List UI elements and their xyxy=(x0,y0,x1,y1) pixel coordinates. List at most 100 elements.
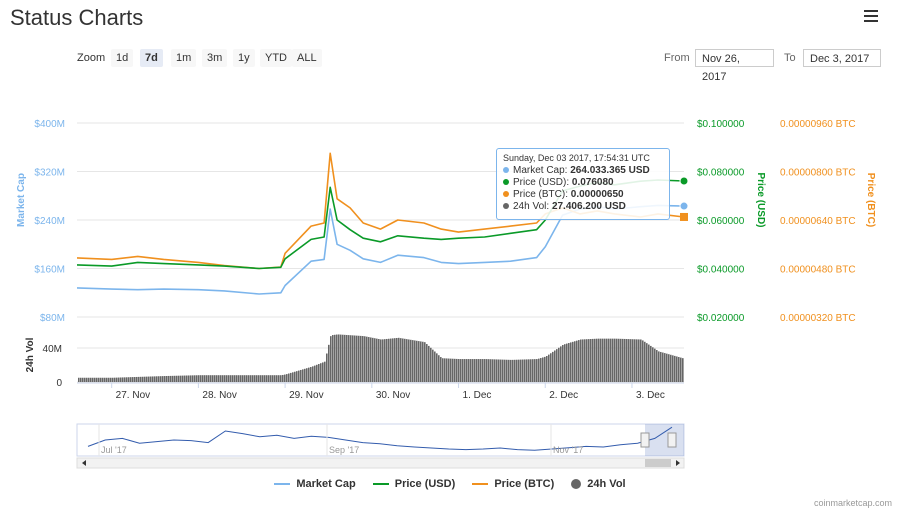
navigator-handle[interactable] xyxy=(667,432,677,448)
volume-column xyxy=(486,359,488,382)
scrollbar-thumb[interactable] xyxy=(645,459,671,467)
volume-column xyxy=(556,349,558,382)
volume-column xyxy=(428,345,430,382)
volume-column xyxy=(232,375,234,382)
zoom-7d-button[interactable]: 7d xyxy=(140,49,163,67)
market-cap-tick-label: $160M xyxy=(34,265,65,276)
legend-item-market-cap[interactable]: Market Cap xyxy=(274,478,356,490)
zoom-3m-button[interactable]: 3m xyxy=(202,49,228,67)
volume-column xyxy=(494,359,496,382)
chart-tooltip: Sunday, Dec 03 2017, 17:54:31 UTC Market… xyxy=(496,148,670,220)
volume-column xyxy=(336,334,338,382)
volume-column xyxy=(266,375,268,382)
volume-column xyxy=(124,377,126,382)
volume-column xyxy=(118,377,120,382)
x-tick-label: 29. Nov xyxy=(289,390,323,401)
volume-column xyxy=(414,340,416,382)
volume-column xyxy=(526,359,528,382)
volume-column xyxy=(542,357,544,382)
volume-series xyxy=(78,334,684,382)
x-tick-label: 27. Nov xyxy=(116,390,150,401)
navigator-series xyxy=(87,426,673,451)
volume-column xyxy=(474,359,476,382)
legend-item-volume[interactable]: 24h Vol xyxy=(571,478,626,490)
volume-column xyxy=(362,336,364,382)
volume-column xyxy=(280,375,282,382)
volume-column xyxy=(444,358,446,382)
legend-item-price-usd[interactable]: Price (USD) xyxy=(372,478,455,490)
x-tick-label: 1. Dec xyxy=(463,390,492,401)
hamburger-icon[interactable] xyxy=(864,10,878,24)
volume-column xyxy=(278,375,280,382)
volume-column xyxy=(620,338,622,382)
volume-column xyxy=(224,375,226,382)
navigator-handle[interactable] xyxy=(640,432,650,448)
volume-column xyxy=(498,359,500,382)
zoom-all-button[interactable]: ALL xyxy=(292,49,322,67)
volume-column xyxy=(234,375,236,382)
zoom-1y-button[interactable]: 1y xyxy=(233,49,255,67)
volume-column xyxy=(438,355,440,382)
price-btc-tick-label: 0.00000640 BTC xyxy=(780,216,856,227)
volume-column xyxy=(404,338,406,382)
volume-column xyxy=(320,363,322,382)
volume-column xyxy=(200,375,202,382)
volume-column xyxy=(524,359,526,382)
volume-column xyxy=(160,376,162,382)
volume-column xyxy=(600,338,602,382)
volume-column xyxy=(218,375,220,382)
volume-column xyxy=(496,359,498,382)
volume-column xyxy=(622,338,624,382)
volume-column xyxy=(228,375,230,382)
volume-column xyxy=(678,357,680,382)
zoom-1d-button[interactable]: 1d xyxy=(111,49,134,67)
volume-column xyxy=(370,337,372,382)
volume-column xyxy=(558,347,560,382)
volume-column xyxy=(78,377,80,382)
from-date-input[interactable]: Nov 26, 2017 xyxy=(695,49,774,83)
volume-column xyxy=(554,350,556,382)
volume-column xyxy=(334,334,336,382)
volume-column xyxy=(412,340,414,382)
volume-column xyxy=(88,377,90,382)
volume-column xyxy=(226,375,228,382)
volume-column xyxy=(254,375,256,382)
navigator-label: Sep '17 xyxy=(329,445,359,455)
volume-column xyxy=(672,355,674,382)
volume-column xyxy=(238,375,240,382)
volume-column xyxy=(652,347,654,382)
volume-column xyxy=(262,375,264,382)
volume-column xyxy=(220,375,222,382)
navigator-scrollbar[interactable] xyxy=(76,457,685,469)
scroll-left-icon[interactable] xyxy=(82,460,86,466)
zoom-1m-button[interactable]: 1m xyxy=(171,49,197,67)
volume-column xyxy=(434,351,436,382)
volume-column xyxy=(584,339,586,382)
volume-column xyxy=(642,340,644,382)
volume-column xyxy=(502,359,504,382)
volume-column xyxy=(398,337,400,382)
volume-column xyxy=(102,377,104,382)
chart-legend: Market Cap Price (USD) Price (BTC) 24h V… xyxy=(0,478,900,490)
volume-column xyxy=(106,377,108,382)
scroll-right-icon[interactable] xyxy=(676,460,680,466)
volume-column xyxy=(330,336,332,382)
legend-item-price-btc[interactable]: Price (BTC) xyxy=(472,478,554,490)
volume-column xyxy=(206,375,208,382)
to-date-input[interactable]: Dec 3, 2017 xyxy=(803,49,881,67)
volume-column xyxy=(146,376,148,382)
zoom-ytd-button[interactable]: YTD xyxy=(260,49,292,67)
volume-column xyxy=(660,351,662,382)
volume-column xyxy=(294,371,296,382)
volume-column xyxy=(674,355,676,382)
volume-column xyxy=(644,341,646,382)
volume-column xyxy=(258,375,260,382)
volume-column xyxy=(134,377,136,382)
volume-column xyxy=(162,376,164,382)
navigator-label: Jul '17 xyxy=(101,445,127,455)
volume-column xyxy=(302,369,304,382)
volume-column xyxy=(308,367,310,382)
volume-column xyxy=(122,377,124,382)
volume-column xyxy=(564,344,566,382)
